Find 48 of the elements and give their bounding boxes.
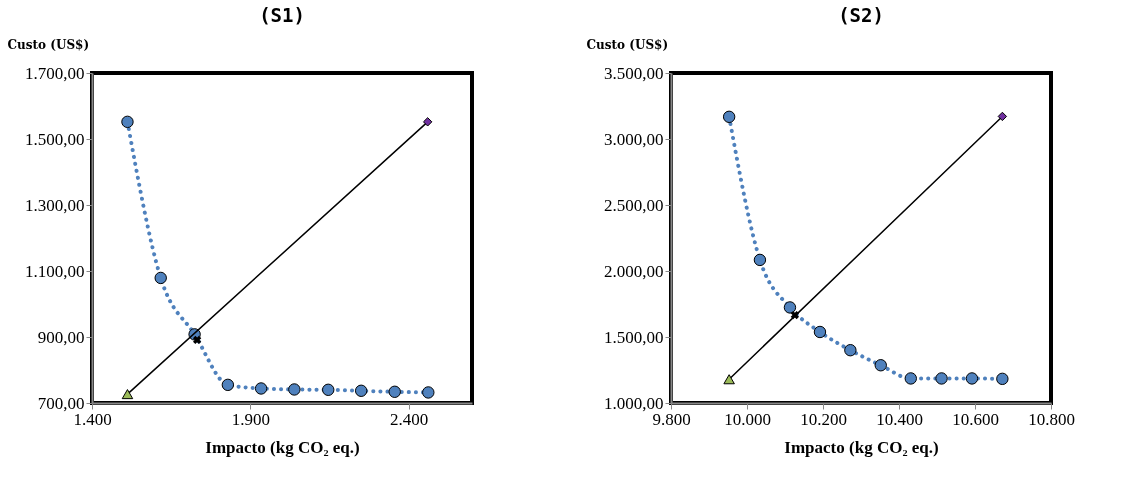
- point: [288, 383, 301, 396]
- y-axis-title: Custo (US$): [586, 37, 669, 52]
- x-tick-label: 10.800: [1028, 409, 1075, 429]
- chart-title: (S2): [838, 4, 884, 26]
- y-tick-label: 900,00: [37, 327, 85, 347]
- point: [121, 389, 134, 400]
- x-tick-label: 10.400: [876, 409, 923, 429]
- y-tick-label: 1.500,00: [604, 327, 664, 347]
- point: [121, 115, 134, 129]
- y-tick-label: 3.000,00: [604, 129, 664, 149]
- point: [790, 310, 800, 320]
- y-axis-title: Custo (US$): [7, 37, 90, 52]
- x-tick-label: 2.400: [390, 409, 429, 429]
- point: [753, 253, 767, 267]
- x-axis-title: Impacto (kg CO₂ eq.): [205, 437, 360, 457]
- point: [997, 111, 1008, 122]
- point: [422, 386, 435, 399]
- point: [422, 117, 433, 127]
- point: [935, 372, 948, 385]
- y-tick-label: 1.100,00: [25, 261, 85, 281]
- x-tick-label: 10.600: [952, 409, 999, 429]
- point: [874, 359, 887, 372]
- point: [221, 378, 235, 392]
- point: [722, 110, 736, 124]
- y-tick-label: 2.000,00: [604, 261, 664, 281]
- point: [844, 344, 857, 357]
- x-axis-title: Impacto (kg CO₂ eq.): [784, 437, 939, 457]
- x-tick-label: 10.200: [800, 409, 847, 429]
- point: [783, 301, 797, 314]
- y-tick-label: 3.500,00: [604, 63, 664, 83]
- point: [322, 383, 335, 396]
- y-tick-label: 2.500,00: [604, 195, 664, 215]
- y-tick-label: 1.300,00: [25, 195, 85, 215]
- y-tick-label: 1.500,00: [25, 129, 85, 149]
- point: [813, 325, 827, 339]
- point: [388, 385, 401, 398]
- point: [965, 372, 979, 385]
- point: [996, 372, 1009, 386]
- point: [354, 384, 368, 397]
- point: [723, 374, 735, 385]
- point: [904, 372, 917, 385]
- chart-title: (S1): [259, 4, 305, 26]
- point: [154, 271, 167, 285]
- y-tick-label: 1.700,00: [25, 63, 85, 83]
- x-tick-label: 10.000: [724, 409, 771, 429]
- point: [192, 335, 202, 345]
- x-tick-label: 1.900: [231, 409, 270, 429]
- point: [254, 382, 268, 395]
